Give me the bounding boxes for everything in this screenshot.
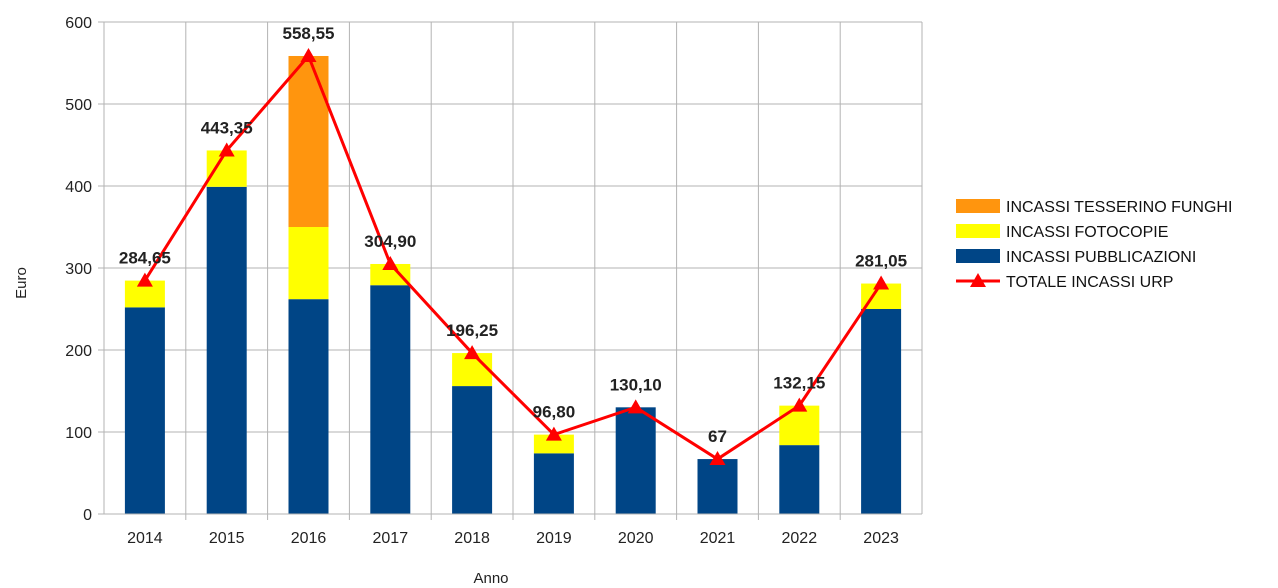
bars bbox=[124, 55, 902, 514]
total-marker bbox=[136, 272, 153, 287]
bar-segment bbox=[533, 453, 574, 514]
total-marker bbox=[709, 451, 726, 466]
bar-segment bbox=[861, 309, 902, 514]
axes bbox=[103, 22, 922, 515]
legend-swatch bbox=[956, 199, 1000, 213]
x-tick-label: 2020 bbox=[618, 530, 654, 547]
bar-segment bbox=[288, 299, 329, 514]
data-labels: 284,65 443,35 558,55 304,90 196,25 96,80 130,1… bbox=[119, 24, 907, 446]
bar-segment bbox=[615, 407, 656, 514]
bar-segment bbox=[779, 445, 820, 514]
data-label: 67 bbox=[708, 427, 727, 446]
bar-segment bbox=[124, 307, 165, 514]
data-label: 284,65 bbox=[119, 249, 171, 268]
x-tick-label: 2023 bbox=[863, 530, 899, 547]
y-axis-title: Euro bbox=[13, 267, 30, 299]
x-tick-label: 2015 bbox=[209, 530, 245, 547]
data-label: 558,55 bbox=[283, 24, 335, 43]
x-tick-label: 2021 bbox=[700, 530, 736, 547]
bar-segment bbox=[779, 405, 820, 446]
y-tick-label: 300 bbox=[65, 261, 92, 278]
x-tick-label: 2016 bbox=[291, 530, 327, 547]
data-label: 281,05 bbox=[855, 252, 907, 271]
data-label: 304,90 bbox=[364, 232, 416, 251]
y-tick-labels: 0 100 200 300 400 500 600 bbox=[65, 15, 92, 524]
total-line bbox=[136, 47, 890, 466]
x-tick-label: 2018 bbox=[454, 530, 490, 547]
bar-segment bbox=[288, 227, 329, 300]
legend-label: INCASSI FOTOCOPIE bbox=[1006, 224, 1168, 241]
legend-swatch bbox=[956, 249, 1000, 263]
total-marker bbox=[873, 275, 890, 290]
data-label: 130,10 bbox=[610, 375, 662, 394]
legend-label: INCASSI TESSERINO FUNGHI bbox=[1006, 199, 1232, 216]
total-marker bbox=[218, 142, 235, 157]
total-marker bbox=[300, 47, 317, 62]
bar-segment bbox=[697, 459, 738, 514]
bar-segment bbox=[206, 150, 247, 187]
total-marker bbox=[545, 426, 562, 441]
data-label: 132,15 bbox=[773, 374, 825, 393]
y-tick-label: 400 bbox=[65, 179, 92, 196]
data-label: 443,35 bbox=[201, 118, 253, 137]
data-label: 96,80 bbox=[533, 403, 576, 422]
gridlines bbox=[98, 21, 923, 520]
x-tick-label: 2017 bbox=[373, 530, 409, 547]
y-tick-label: 500 bbox=[65, 97, 92, 114]
bar-segment bbox=[370, 285, 411, 514]
y-tick-label: 100 bbox=[65, 425, 92, 442]
data-label: 196,25 bbox=[446, 321, 498, 340]
legend-marker bbox=[970, 273, 986, 287]
total-marker bbox=[464, 345, 481, 360]
bar-segment bbox=[206, 186, 247, 514]
total-marker bbox=[791, 397, 808, 412]
legend: INCASSI TESSERINO FUNGHI INCASSI FOTOCOPI… bbox=[956, 199, 1232, 291]
total-marker bbox=[382, 255, 399, 270]
legend-swatch bbox=[956, 224, 1000, 238]
bar-segment bbox=[370, 263, 411, 286]
x-tick-label: 2022 bbox=[782, 530, 818, 547]
x-tick-labels: 2014 2015 2016 2017 2018 2019 2020 2021 2022 2023 bbox=[127, 530, 899, 547]
y-tick-label: 600 bbox=[65, 15, 92, 32]
bar-segment bbox=[533, 434, 574, 454]
x-tick-label: 2019 bbox=[536, 530, 572, 547]
total-series-line bbox=[143, 54, 883, 461]
x-axis-title: Anno bbox=[473, 570, 508, 587]
bar-segment bbox=[288, 55, 329, 227]
legend-label: TOTALE INCASSI URP bbox=[1006, 274, 1173, 291]
total-marker bbox=[627, 399, 644, 414]
y-tick-label: 0 bbox=[83, 507, 92, 524]
legend-label: INCASSI PUBBLICAZIONI bbox=[1006, 249, 1196, 266]
x-tick-label: 2014 bbox=[127, 530, 163, 547]
bar-segment bbox=[452, 386, 493, 514]
y-tick-label: 200 bbox=[65, 343, 92, 360]
